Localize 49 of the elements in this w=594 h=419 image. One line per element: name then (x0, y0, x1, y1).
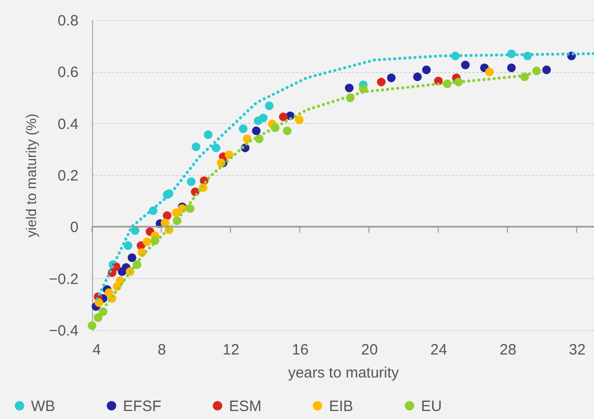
x-tick-label: 4 (92, 342, 101, 358)
point (461, 60, 470, 70)
point (344, 84, 354, 92)
point (238, 124, 248, 134)
y-tick-label: 0.6 (58, 64, 78, 82)
point (542, 66, 551, 74)
point (507, 63, 516, 72)
y-tick-label: 0.4 (58, 116, 78, 133)
x-tick-label: 16 (292, 342, 309, 358)
x-tick-label: 8 (158, 342, 166, 358)
point (212, 144, 220, 152)
point (413, 72, 422, 82)
legend-label: EIB (329, 398, 354, 415)
y-tick-label: 0.8 (58, 12, 78, 30)
legend-label: EFSF (123, 398, 162, 415)
point (186, 177, 196, 186)
x-tick-label: 28 (500, 342, 516, 358)
y-tick-label: −0.2 (48, 270, 78, 288)
point (386, 74, 396, 82)
point (294, 115, 304, 124)
point (376, 78, 386, 86)
y-tick-label: 0 (70, 219, 78, 236)
point (88, 321, 96, 330)
y-tick-label: 0.2 (58, 168, 78, 184)
x-axis-title: years to maturity (288, 364, 400, 382)
point (258, 114, 268, 122)
point (162, 211, 172, 220)
point (252, 126, 261, 136)
x-tick-label: 32 (568, 342, 586, 358)
y-tick-label: −0.4 (48, 322, 78, 340)
legend-label: ESM (229, 398, 262, 415)
point (422, 66, 431, 74)
point (142, 237, 152, 246)
point (192, 142, 200, 152)
point (485, 68, 494, 76)
point (204, 130, 212, 140)
x-tick-label: 24 (430, 342, 448, 358)
legend-label: WB (31, 398, 56, 415)
point (160, 218, 170, 228)
point (124, 241, 132, 250)
point (128, 253, 136, 262)
x-tick-label: 20 (361, 342, 378, 358)
point (264, 101, 274, 110)
y-axis-title: yield to maturity (%) (22, 114, 39, 238)
point (282, 126, 292, 136)
x-tick-label: 12 (222, 342, 240, 358)
legend-label: EU (421, 398, 442, 415)
point (94, 298, 104, 307)
point (278, 112, 288, 122)
